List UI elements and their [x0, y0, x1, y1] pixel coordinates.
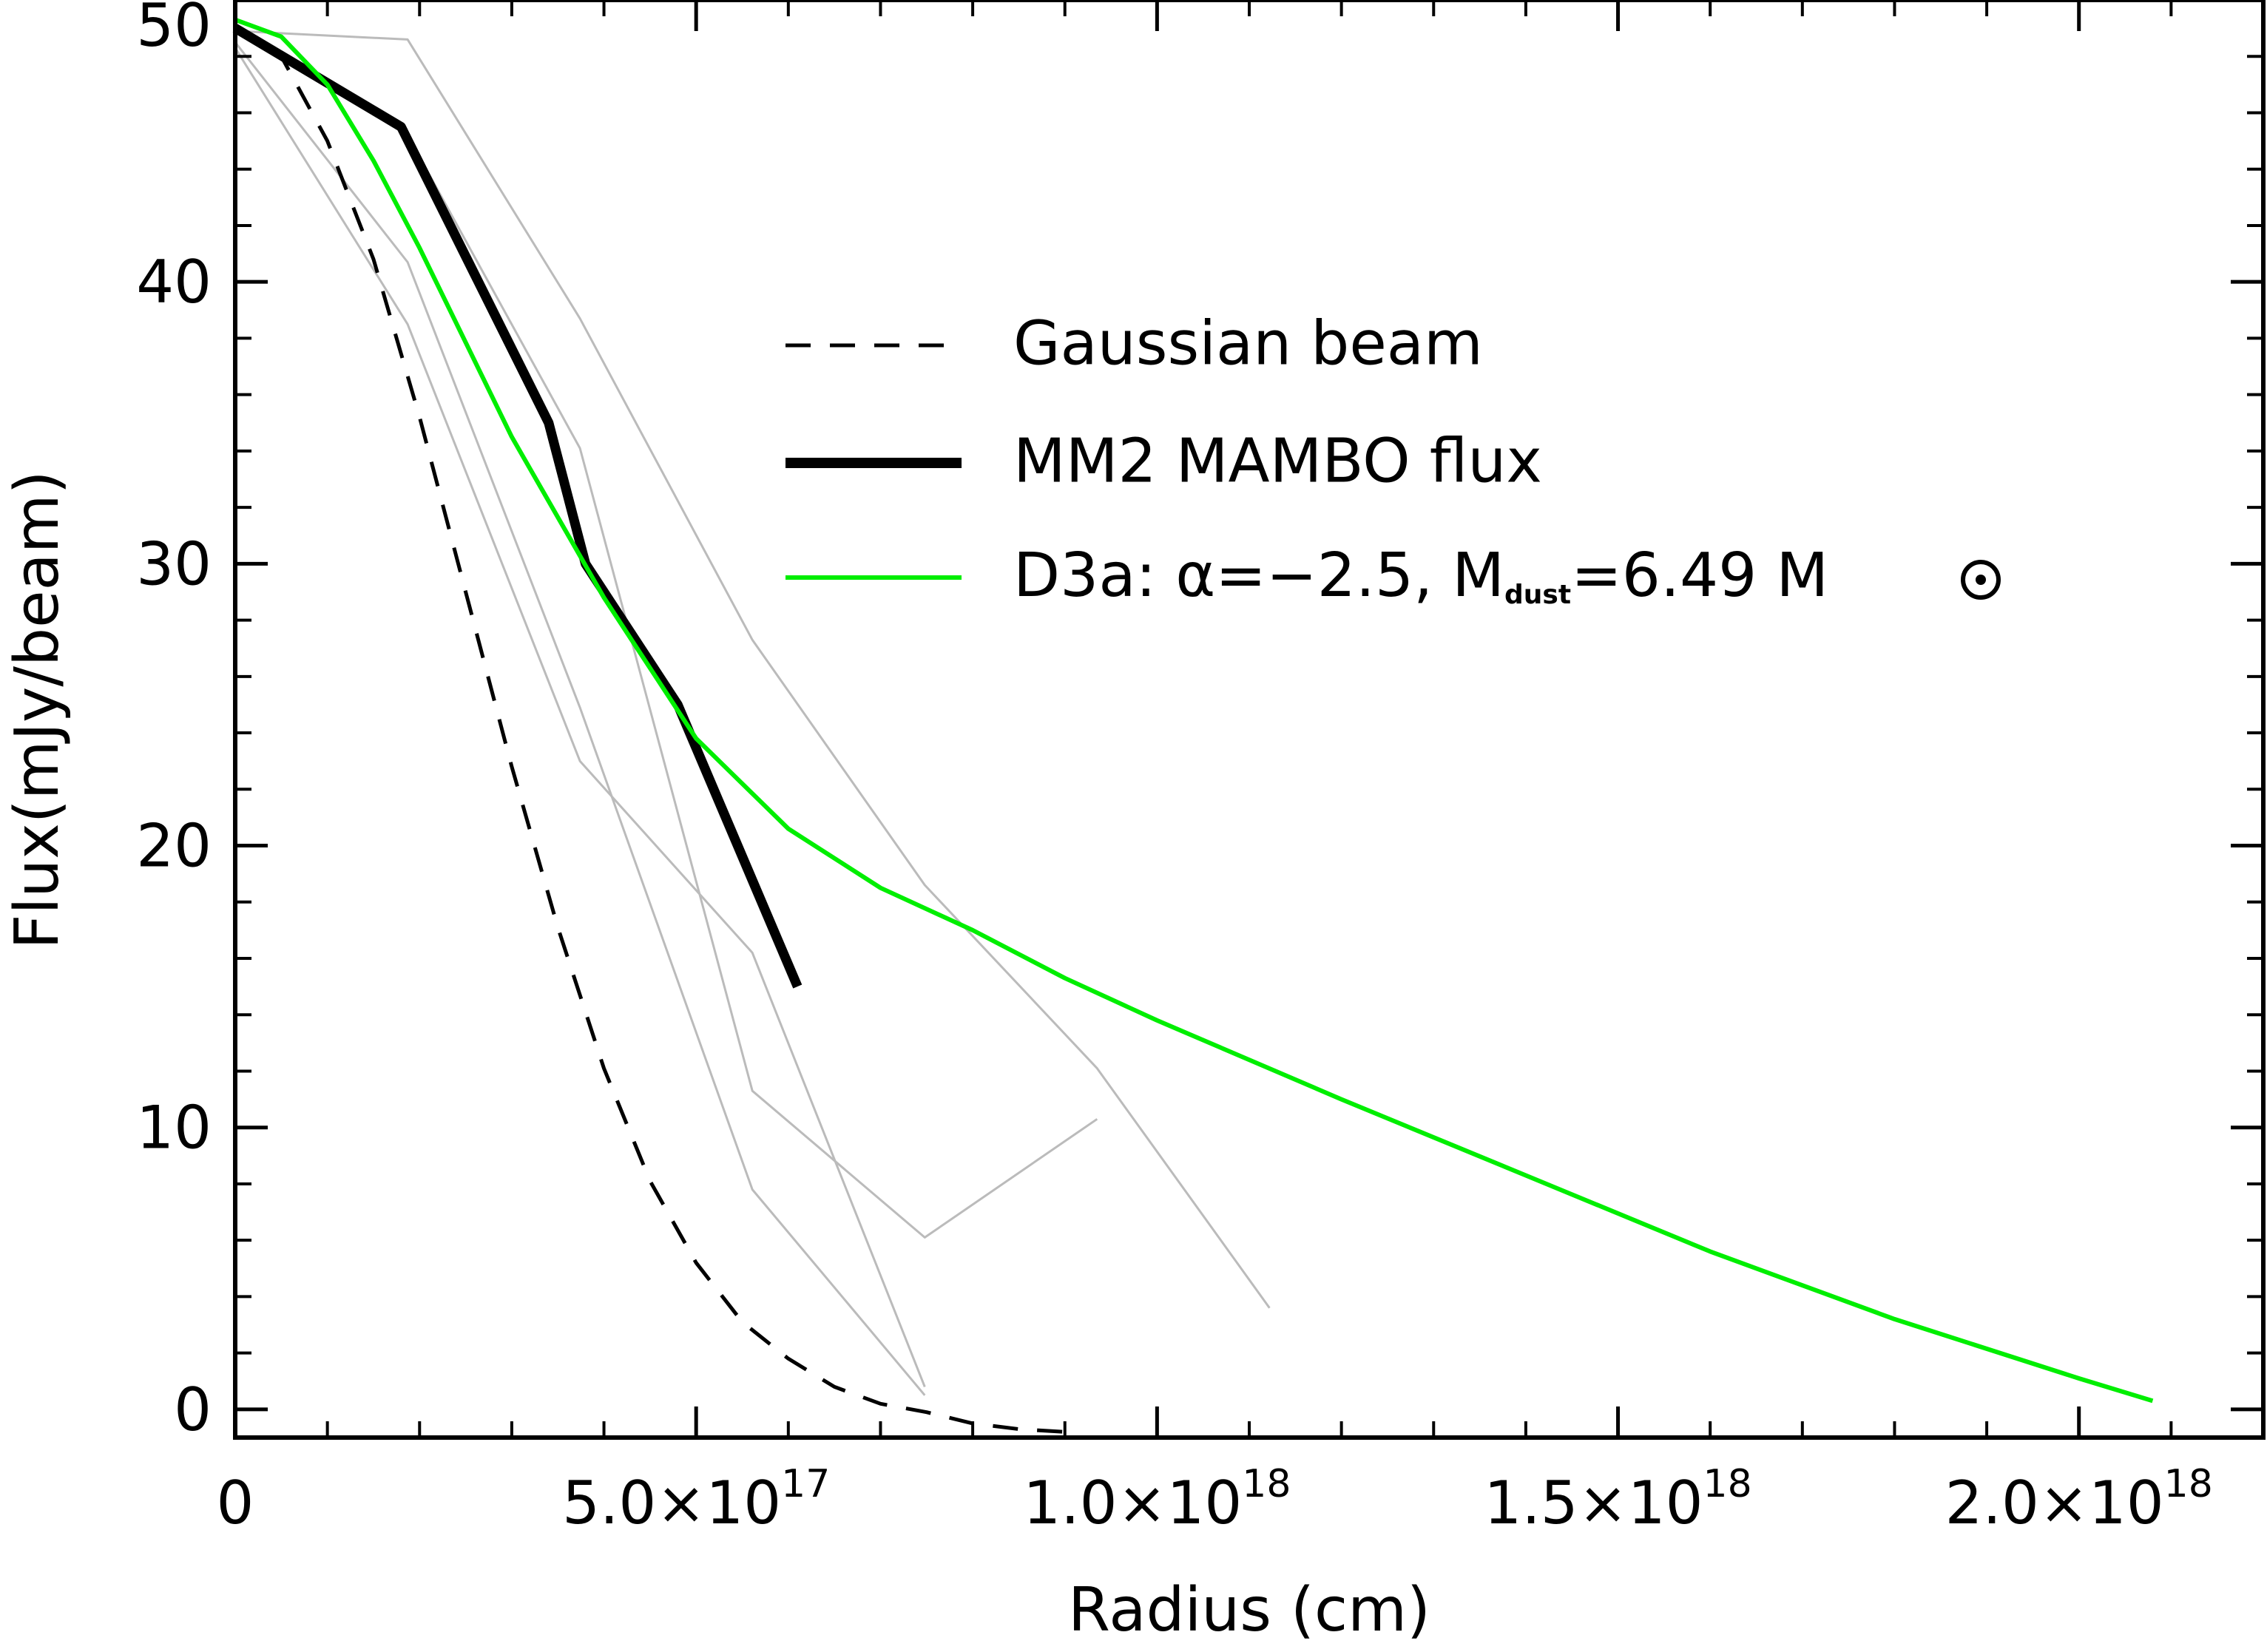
legend: Gaussian beam MM2 MAMBO flux D3a: α=−2.5… [785, 308, 2001, 611]
sun-symbol-icon [1961, 560, 2001, 600]
y-axis-title: Flux(mJy/beam) [2, 470, 72, 949]
x-tick-mantissa: 0 [217, 1469, 254, 1537]
series-line-profile-6 [234, 47, 926, 1387]
x-axis-title: Radius (cm) [1068, 1575, 1430, 1645]
series-line-profile-3 [234, 30, 1271, 1309]
series-layer [232, 17, 2154, 1434]
ticks-layer [233, 0, 2263, 1438]
x-tick-times: × [1117, 1469, 1166, 1537]
x-tick-times: × [1578, 1469, 1628, 1537]
legend-label-d3a-prefix: D3a: α=−2.5, M [1013, 541, 1504, 611]
series-line-d3a-2-5-mdust-6-49-m [234, 17, 2154, 1404]
y-tick-label: 10 [136, 1094, 212, 1162]
x-tick-label: 5.0×1017 [562, 1462, 830, 1537]
x-tick-exponent: 18 [2164, 1462, 2213, 1506]
x-tick-base: 10 [1167, 1469, 1243, 1537]
x-tick-label: 1.0×1018 [1023, 1462, 1291, 1537]
tick-labels-layer: 0 5.0×1017 1.0×1018 1.5×1018 2.0×10180102030… [136, 0, 2213, 1537]
x-tick-exponent: 18 [1703, 1462, 1751, 1506]
x-tick-times: × [2039, 1469, 2089, 1537]
x-tick-exponent: 17 [781, 1462, 830, 1506]
series-line-profile-5 [234, 41, 926, 1396]
x-tick-label: 0 [217, 1469, 254, 1537]
x-tick-times: × [656, 1469, 706, 1537]
legend-label-mm2-mambo-flux: MM2 MAMBO flux [1013, 426, 1542, 496]
legend-label-d3a-model: D3a: α=−2.5, Mdust=6.49 M [1013, 541, 1828, 611]
series-line-mm2-mambo-flux [232, 24, 803, 989]
legend-label-gaussian-beam: Gaussian beam [1013, 308, 1483, 379]
y-tick-label: 30 [136, 529, 212, 598]
x-tick-mantissa: 1.0 [1023, 1469, 1117, 1537]
y-tick-label: 0 [174, 1375, 212, 1444]
x-tick-label: 1.5×1018 [1484, 1462, 1751, 1537]
series-line-profile-4 [234, 30, 1098, 1239]
y-tick-label: 20 [136, 812, 212, 881]
x-tick-base: 10 [1628, 1469, 1703, 1537]
x-tick-base: 10 [706, 1469, 781, 1537]
series-line-gaussian-beam [234, 26, 1065, 1434]
legend-label-d3a-subscript: dust [1504, 580, 1571, 610]
x-tick-mantissa: 1.5 [1484, 1469, 1578, 1537]
x-tick-base: 10 [2089, 1469, 2164, 1537]
x-tick-mantissa: 5.0 [562, 1469, 656, 1537]
legend-label-d3a-suffix: =6.49 M [1571, 541, 1828, 611]
x-tick-mantissa: 2.0 [1945, 1469, 2039, 1537]
y-tick-label: 40 [136, 248, 212, 316]
x-tick-label: 2.0×1018 [1945, 1462, 2213, 1537]
plot-frame [233, 0, 2266, 1440]
x-tick-exponent: 18 [1242, 1462, 1291, 1506]
y-tick-label: 50 [136, 0, 212, 60]
